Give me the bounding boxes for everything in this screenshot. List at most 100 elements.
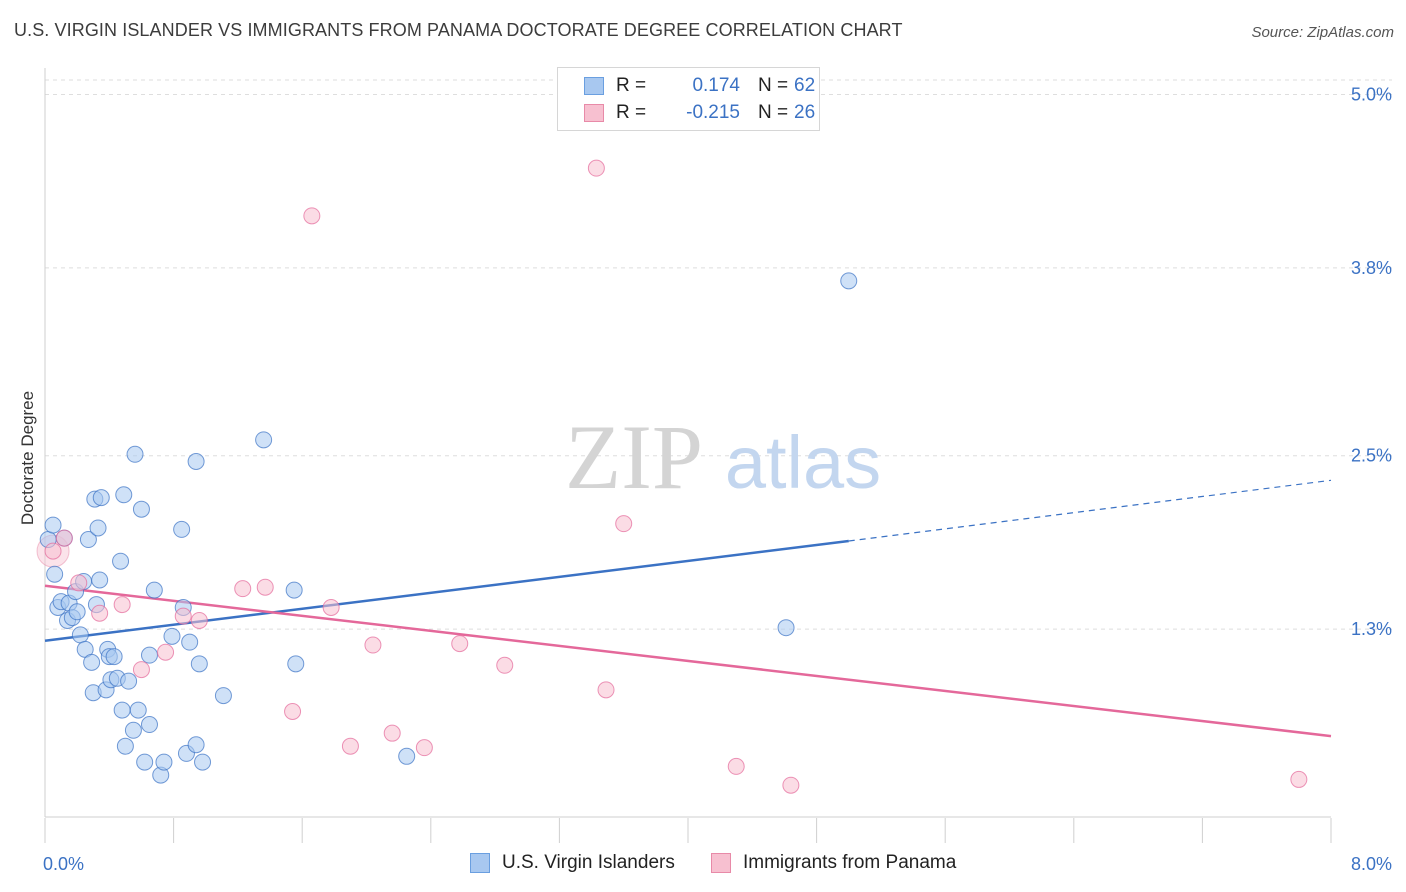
scatter-point (115, 486, 133, 504)
series-panama (44, 159, 1308, 794)
scatter-point (496, 656, 514, 674)
scatter-point (451, 635, 469, 653)
scatter-point (727, 757, 745, 775)
legend-n-label: N = (758, 102, 789, 123)
scatter-point (194, 753, 212, 771)
scatter-point (587, 159, 605, 177)
scatter-point (79, 531, 97, 549)
scatter-point (71, 626, 89, 644)
scatter-point (341, 737, 359, 755)
scatter-point (181, 633, 199, 651)
scatter-point (136, 753, 154, 771)
legend-r-value: 0.174 (692, 75, 740, 96)
legend-n-value: 26 (794, 102, 816, 123)
legend-r-label: R = (616, 102, 647, 123)
scatter-point (255, 431, 273, 449)
scatter-point (46, 565, 64, 583)
scatter-point (140, 716, 158, 734)
scatter-point (1290, 770, 1308, 788)
scatter-point (174, 607, 192, 625)
y-tick-label: 1.3% (1351, 619, 1392, 639)
scatter-point (284, 703, 302, 721)
scatter-point (44, 542, 62, 560)
trend-lines (44, 479, 1332, 738)
scatter-point (145, 581, 163, 599)
x-tick-label: 0.0% (43, 854, 84, 874)
scatter-point (55, 529, 73, 547)
scatter-point (287, 655, 305, 673)
legend-n-value: 62 (794, 75, 816, 96)
scatter-point (92, 489, 110, 507)
scatter-point (132, 661, 150, 679)
legend-n-label: N = (758, 75, 789, 96)
scatter-point (44, 516, 62, 534)
y-axis-label: Doctorate Degree (18, 390, 37, 526)
scatter-point (116, 737, 134, 755)
data-points (36, 159, 1308, 794)
scatter-point (383, 724, 401, 742)
scatter-point (782, 776, 800, 794)
y-tick-label: 3.8% (1351, 258, 1392, 278)
scatter-point (364, 636, 382, 654)
trend-line-virgin-islanders (44, 539, 849, 642)
scatter-point (190, 611, 208, 629)
series-virgin-islanders (39, 272, 858, 784)
source-label: Source: ZipAtlas.com (1251, 24, 1394, 41)
scatter-point (256, 578, 274, 596)
legend-swatch-pink (584, 104, 604, 122)
scatter-point (303, 207, 321, 225)
trend-line-virgin-islanders-extrapolated (848, 479, 1332, 542)
watermark-atlas: atlas (725, 421, 881, 504)
scatter-point (214, 687, 232, 705)
scatter-point (322, 598, 340, 616)
correlation-legend: R = 0.174 N = 62 R = -0.215 N = 26 (557, 67, 820, 131)
bottom-legend-label: Immigrants from Panama (743, 852, 957, 873)
legend-r-value: -0.215 (686, 102, 740, 123)
scatter-point (120, 672, 138, 690)
x-tick-label: 8.0% (1351, 854, 1392, 874)
trend-line-panama (44, 584, 1332, 738)
legend-r-label: R = (616, 75, 647, 96)
scatter-point (132, 500, 150, 518)
watermark: ZIP atlas (565, 406, 881, 508)
scatter-point (89, 519, 107, 537)
scatter-point (398, 747, 416, 765)
y-tick-label: 5.0% (1351, 84, 1392, 104)
scatter-point (415, 739, 433, 757)
axes (44, 68, 1332, 843)
scatter-point (777, 619, 795, 637)
scatter-point (173, 520, 191, 538)
scatter-point (163, 627, 181, 645)
y-tick-label: 2.5% (1351, 446, 1392, 466)
bottom-legend-swatch-pink (711, 853, 731, 873)
scatter-point (615, 515, 633, 533)
scatter-point (129, 701, 147, 719)
scatter-point (234, 580, 252, 598)
scatter-point (68, 603, 86, 621)
gridlines (45, 79, 1392, 630)
scatter-point (83, 653, 101, 671)
scatter-point (597, 681, 615, 699)
scatter-point (105, 648, 123, 666)
scatter-point (190, 655, 208, 673)
scatter-point (155, 753, 173, 771)
scatter-point (140, 646, 158, 664)
watermark-zip: ZIP (565, 406, 703, 508)
bottom-legend-label: U.S. Virgin Islanders (502, 852, 675, 873)
tick-labels: 1.3% 2.5% 3.8% 5.0% 0.0% 8.0% (43, 84, 1392, 874)
scatter-point (113, 701, 131, 719)
scatter-point (91, 604, 109, 622)
chart-title: U.S. VIRGIN ISLANDER VS IMMIGRANTS FROM … (14, 20, 903, 40)
scatter-point (157, 643, 175, 661)
scatter-point (91, 571, 109, 589)
scatter-point (187, 453, 205, 471)
scatter-point (840, 272, 858, 290)
scatter-point (126, 445, 144, 463)
scatter-point (70, 574, 88, 592)
scatter-point (124, 721, 142, 739)
scatter-point (113, 596, 131, 614)
bottom-legend-swatch-blue (470, 853, 490, 873)
scatter-point (187, 736, 205, 754)
legend-swatch-blue (584, 77, 604, 95)
